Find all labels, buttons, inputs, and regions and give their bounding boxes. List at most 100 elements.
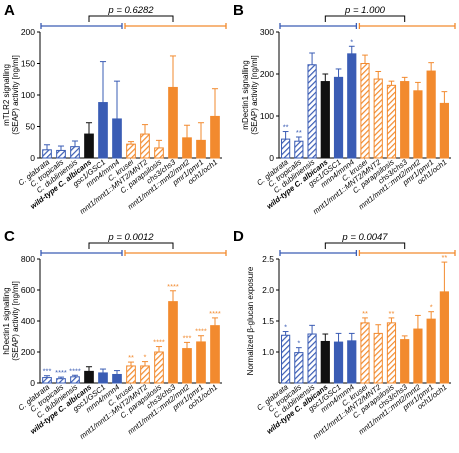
bar (439, 102, 449, 159)
y-tick-label: 100 (260, 111, 274, 121)
bar (373, 332, 383, 384)
bar (84, 370, 94, 384)
y-tick-label: 100 (21, 90, 35, 100)
bar (333, 76, 344, 159)
bar (320, 340, 330, 384)
bar (140, 133, 150, 159)
significance-label: * (284, 323, 287, 332)
bar (320, 81, 330, 159)
bar (126, 365, 136, 384)
significance-label: * (297, 339, 300, 348)
y-axis-label: (SEAP) activity [ng/ml] (11, 281, 20, 361)
significance-label: ** (362, 309, 368, 318)
bar (400, 339, 410, 384)
bar (42, 377, 52, 384)
significance-label: **** (55, 368, 67, 377)
significance-label: **** (153, 338, 165, 347)
p-value-label: p = 0.6282 (107, 5, 154, 16)
significance-label: ** (296, 128, 302, 137)
bar (400, 81, 410, 159)
bar (70, 376, 80, 384)
bar (42, 149, 52, 159)
p-value-label: p = 0.0047 (341, 232, 388, 243)
y-tick-label: 400 (21, 316, 35, 326)
bar (333, 341, 344, 384)
y-axis-label: (SEAP) activity [ng/ml] (11, 55, 20, 135)
y-tick-label: 50 (26, 122, 36, 132)
bar (98, 102, 108, 159)
p-value-label: p = 0.0012 (107, 232, 154, 243)
bar (168, 86, 178, 159)
bar (168, 301, 178, 384)
bar (426, 318, 436, 384)
y-tick-label: 200 (260, 69, 274, 79)
bar (413, 90, 423, 159)
bar (196, 341, 206, 384)
bar (98, 372, 108, 384)
bar (347, 340, 357, 384)
p-value-bracket (324, 242, 406, 249)
y-tick-label: 2.5 (262, 254, 274, 264)
panel-label: B (233, 2, 244, 19)
y-axis-label: mTLR2 signalling (2, 64, 11, 126)
bar (281, 138, 291, 159)
bar (70, 146, 80, 159)
bar (307, 64, 317, 159)
p-value-label: p = 1.000 (344, 5, 386, 16)
y-tick-label: 1.0 (262, 347, 274, 357)
bar (386, 84, 397, 159)
y-tick-label: 200 (21, 27, 35, 37)
y-tick-label: 150 (21, 59, 35, 69)
bar (154, 351, 164, 384)
bar (182, 348, 192, 384)
bar (347, 53, 357, 159)
bar (294, 140, 304, 159)
significance-label: **** (195, 327, 207, 336)
significance-label: *** (183, 333, 192, 342)
y-tick-label: 600 (21, 285, 35, 295)
bar (126, 143, 136, 159)
bar (281, 334, 291, 384)
bar (386, 322, 397, 384)
y-tick-label: 0 (269, 153, 274, 163)
bar (182, 137, 192, 159)
p-value-bracket (88, 15, 174, 22)
panel-label: A (4, 2, 15, 19)
panel-label: D (233, 228, 244, 245)
significance-label: ** (389, 309, 395, 318)
y-axis-label: Normalized β-glucan exposure (246, 266, 255, 375)
bar (56, 378, 66, 384)
bar (360, 63, 370, 159)
y-tick-label: 300 (260, 27, 274, 37)
y-tick-label: 0 (30, 153, 35, 163)
y-axis-label: (SEAP) activity [ng/ml] (250, 55, 259, 135)
significance-label: * (144, 353, 147, 362)
bar (210, 115, 220, 159)
bar (210, 325, 220, 384)
significance-label: *** (43, 367, 52, 376)
p-value-bracket (324, 15, 406, 22)
bar (112, 373, 122, 384)
y-tick-label: 800 (21, 254, 35, 264)
significance-label: ** (441, 253, 447, 262)
significance-label: ** (283, 123, 289, 132)
bar (112, 118, 122, 159)
bar (154, 147, 164, 159)
significance-label: **** (167, 282, 179, 291)
y-tick-label: 1.5 (262, 316, 274, 326)
y-axis-label: mDectin1 signalling (241, 60, 250, 129)
y-tick-label: 0 (30, 378, 35, 388)
significance-label: **** (69, 366, 81, 375)
bar (426, 70, 436, 159)
significance-label: * (430, 303, 433, 312)
bar (360, 322, 370, 384)
bar (56, 149, 66, 159)
bar (196, 139, 206, 159)
bar (140, 365, 150, 384)
bar (84, 133, 94, 159)
